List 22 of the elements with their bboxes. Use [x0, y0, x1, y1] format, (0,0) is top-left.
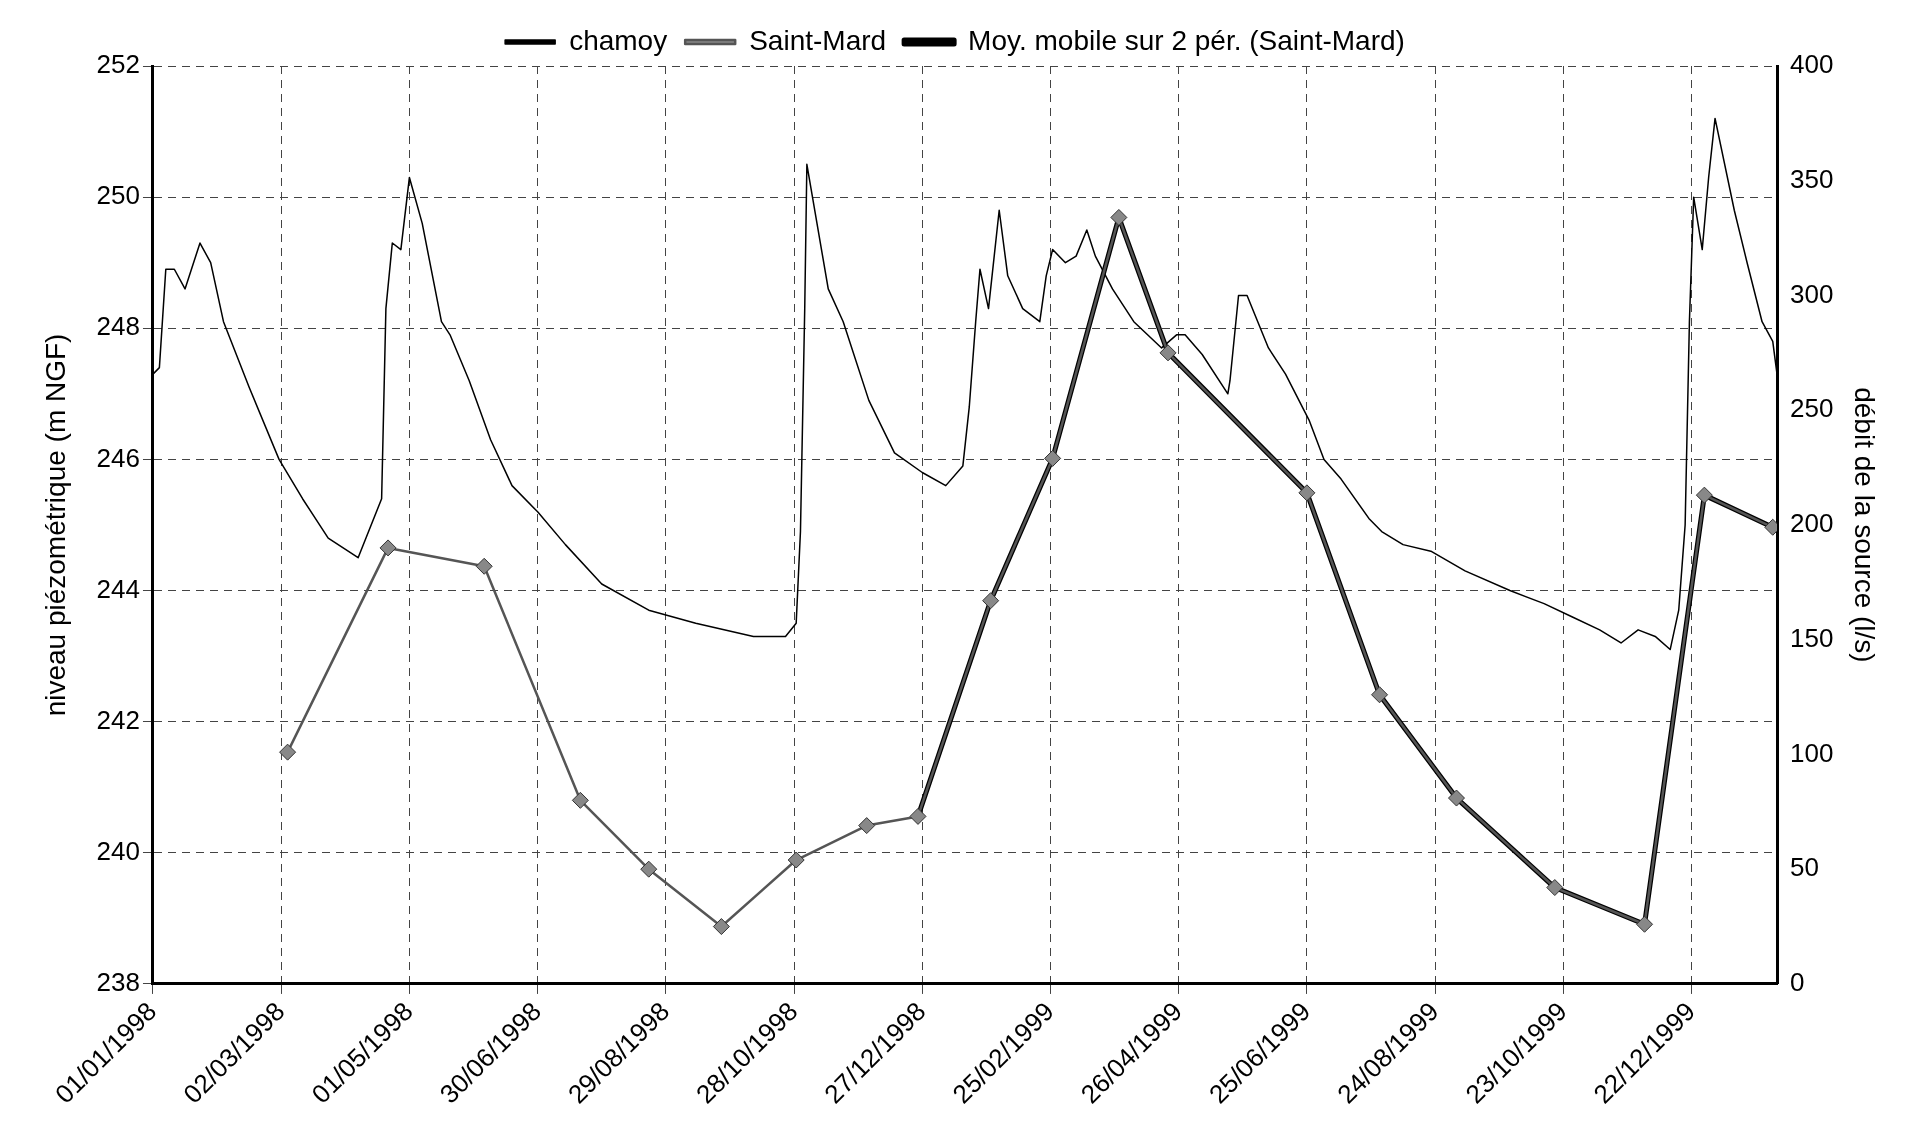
y2-tick-label: 50 — [1790, 852, 1819, 883]
y2-tick-label: 400 — [1790, 49, 1834, 80]
y2-tick-label: 200 — [1790, 508, 1834, 539]
y-tick-label: 246 — [96, 442, 140, 473]
y-tick-label: 250 — [96, 180, 140, 211]
y2-tick-label: 150 — [1790, 622, 1834, 653]
y2-tick-label: 300 — [1790, 278, 1834, 309]
y-axis-title: niveau piézométrique (m NGF) — [39, 333, 71, 717]
y-tick-label: 248 — [96, 311, 140, 342]
legend-label: chamoy — [569, 24, 668, 56]
legend-label: Saint-Mard — [749, 24, 887, 56]
legend-label: Moy. mobile sur 2 pér. (Saint-Mard) — [968, 24, 1405, 56]
y2-tick-label: 250 — [1790, 393, 1834, 424]
y2-tick-label: 100 — [1790, 737, 1834, 768]
y2-axis-title: débit de la source (l/s) — [1849, 387, 1881, 663]
y2-tick-label: 350 — [1790, 163, 1834, 194]
y-tick-label: 242 — [96, 704, 140, 735]
y-tick-label: 240 — [96, 835, 140, 866]
y-tick-label: 238 — [96, 967, 140, 998]
y-tick-label: 252 — [96, 49, 140, 80]
y2-tick-label: 0 — [1790, 967, 1805, 998]
y-tick-label: 244 — [96, 573, 140, 604]
